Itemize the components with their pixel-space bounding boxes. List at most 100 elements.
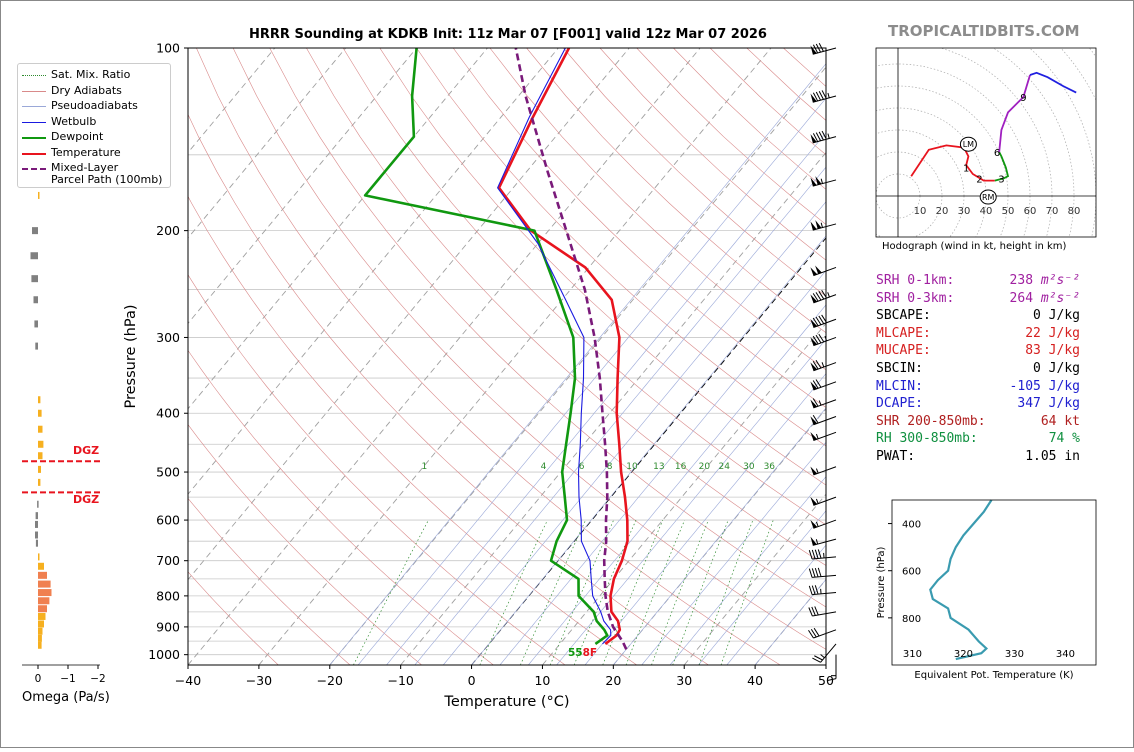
omega-bar [35, 532, 38, 539]
x-axis-label: Temperature (°C) [443, 694, 569, 710]
hodo-height-label: 2 [976, 174, 982, 185]
omega-bar [38, 635, 42, 642]
mixing-ratio-label: 30 [743, 462, 755, 472]
y-tick-label: 1000 [148, 647, 180, 662]
theta-e-x-tick-label: 340 [1056, 649, 1075, 660]
y-tick-label: 200 [156, 223, 180, 238]
legend-swatch [22, 168, 46, 170]
hodo-tick-label: 70 [1046, 206, 1059, 217]
stat-value: 64 kt [1041, 413, 1080, 431]
mixing-ratio-label: 13 [653, 462, 664, 472]
mixing-ratio-label: 6 [579, 462, 585, 472]
theta-e-x-tick-label: 320 [954, 649, 973, 660]
hodo-tick-label: 20 [936, 206, 949, 217]
stat-row: SRH 0-1km:238 m²s⁻² [876, 272, 1096, 290]
y-tick-label: 500 [156, 465, 180, 480]
y-tick-label: 300 [156, 330, 180, 345]
y-tick-label: 700 [156, 553, 180, 568]
stat-row: SRH 0-3km:264 m²s⁻² [876, 290, 1096, 308]
stat-label: SBCIN: [876, 360, 923, 378]
theta-e-y-tick-label: 800 [902, 614, 921, 625]
x-tick-label: 20 [605, 673, 621, 688]
theta-e-y-tick-label: 400 [902, 520, 921, 531]
stat-label: SBCAPE: [876, 307, 931, 325]
theta-e-x-tick-label: 310 [903, 649, 922, 660]
omega-tick-label: 0 [35, 673, 42, 685]
legend-entry: Temperature [51, 146, 121, 159]
surface-temp-label: 558F [568, 647, 597, 659]
stat-label: MLCIN: [876, 378, 923, 396]
stat-label: DCAPE: [876, 395, 923, 413]
mixing-ratio-label: 1 [422, 462, 428, 472]
omega-bar [35, 343, 38, 350]
stat-label: SRH 0-1km: [876, 272, 954, 290]
stat-label: SHR 200-850mb: [876, 413, 986, 431]
theta-e-x-tick-label: 330 [1005, 649, 1024, 660]
omega-bar [38, 441, 43, 448]
omega-bar [34, 320, 38, 327]
legend-swatch [22, 91, 46, 92]
omega-bar [31, 252, 39, 259]
hodo-tick-label: 50 [1002, 206, 1015, 217]
stat-row: SHR 200-850mb: 64 kt [876, 413, 1096, 431]
stat-value: 264 m²s⁻² [1010, 290, 1080, 308]
hodo-tick-label: 80 [1068, 206, 1081, 217]
surface-dewpoint-f: 55 [568, 647, 583, 659]
hodo-tick-label: 60 [1024, 206, 1037, 217]
hodo-height-label: 3 [998, 174, 1004, 185]
stat-unit: m²s⁻² [1041, 291, 1080, 306]
x-tick-label: 40 [747, 673, 763, 688]
chart-title: HRRR Sounding at KDKB Init: 11z Mar 07 [… [160, 27, 856, 42]
omega-bar [38, 581, 51, 588]
stat-value: 347 J/kg [1017, 395, 1080, 413]
hodo-tick-label: 40 [980, 206, 993, 217]
omega-bar [36, 540, 38, 547]
stat-row: SBCIN: 0 J/kg [876, 360, 1096, 378]
y-tick-label: 800 [156, 588, 180, 603]
omega-bar [38, 410, 42, 417]
stat-value: 22 J/kg [1025, 325, 1080, 343]
stat-value: 0 J/kg [1033, 360, 1080, 378]
legend-swatch [22, 153, 46, 155]
stat-row: RH 300-850mb:74 % [876, 430, 1096, 448]
legend-entry: Wetbulb [51, 115, 96, 128]
stat-unit: m²s⁻² [1041, 273, 1080, 288]
omega-bar [38, 452, 43, 459]
y-tick-label: 900 [156, 619, 180, 634]
theta-e-y-label: Pressure (hPa) [876, 547, 887, 619]
stat-label: MLCAPE: [876, 325, 931, 343]
legend-entry: Dry Adiabats [51, 84, 122, 97]
omega-bar [38, 466, 41, 473]
hodograph-caption: Hodograph (wind in kt, height in km) [882, 241, 1066, 252]
hodo-height-label: 1 [963, 163, 969, 174]
x-tick-label: −40 [175, 673, 201, 688]
mixing-ratio-label: 10 [626, 462, 638, 472]
storm-motion-label: RM [982, 193, 995, 202]
omega-bar [35, 521, 38, 528]
mixing-ratio-label: 4 [541, 462, 547, 472]
omega-bar [38, 613, 46, 620]
omega-bar [38, 589, 52, 596]
legend-swatch [22, 75, 46, 76]
mixing-ratio-label: 36 [764, 462, 776, 472]
x-tick-label: −10 [387, 673, 413, 688]
mixing-ratio-label: 20 [699, 462, 711, 472]
omega-bar [38, 620, 44, 627]
y-tick-label: 600 [156, 513, 180, 528]
omega-bar [36, 512, 38, 519]
legend-swatch [22, 122, 46, 123]
hodo-height-label: 6 [994, 148, 1000, 159]
stat-label: MUCAPE: [876, 342, 931, 360]
x-tick-label: 10 [534, 673, 550, 688]
x-tick-label: −20 [317, 673, 343, 688]
omega-bar [38, 192, 40, 199]
omega-bar [32, 227, 38, 234]
stat-row: MLCIN:-105 J/kg [876, 378, 1096, 396]
brand-watermark: TROPICALTIDBITS.COM [888, 22, 1080, 40]
omega-bar [38, 572, 47, 579]
omega-bar [38, 563, 44, 570]
dgz-label-top: DGZ [73, 444, 99, 457]
y-axis-label: Pressure (hPa) [123, 304, 139, 408]
